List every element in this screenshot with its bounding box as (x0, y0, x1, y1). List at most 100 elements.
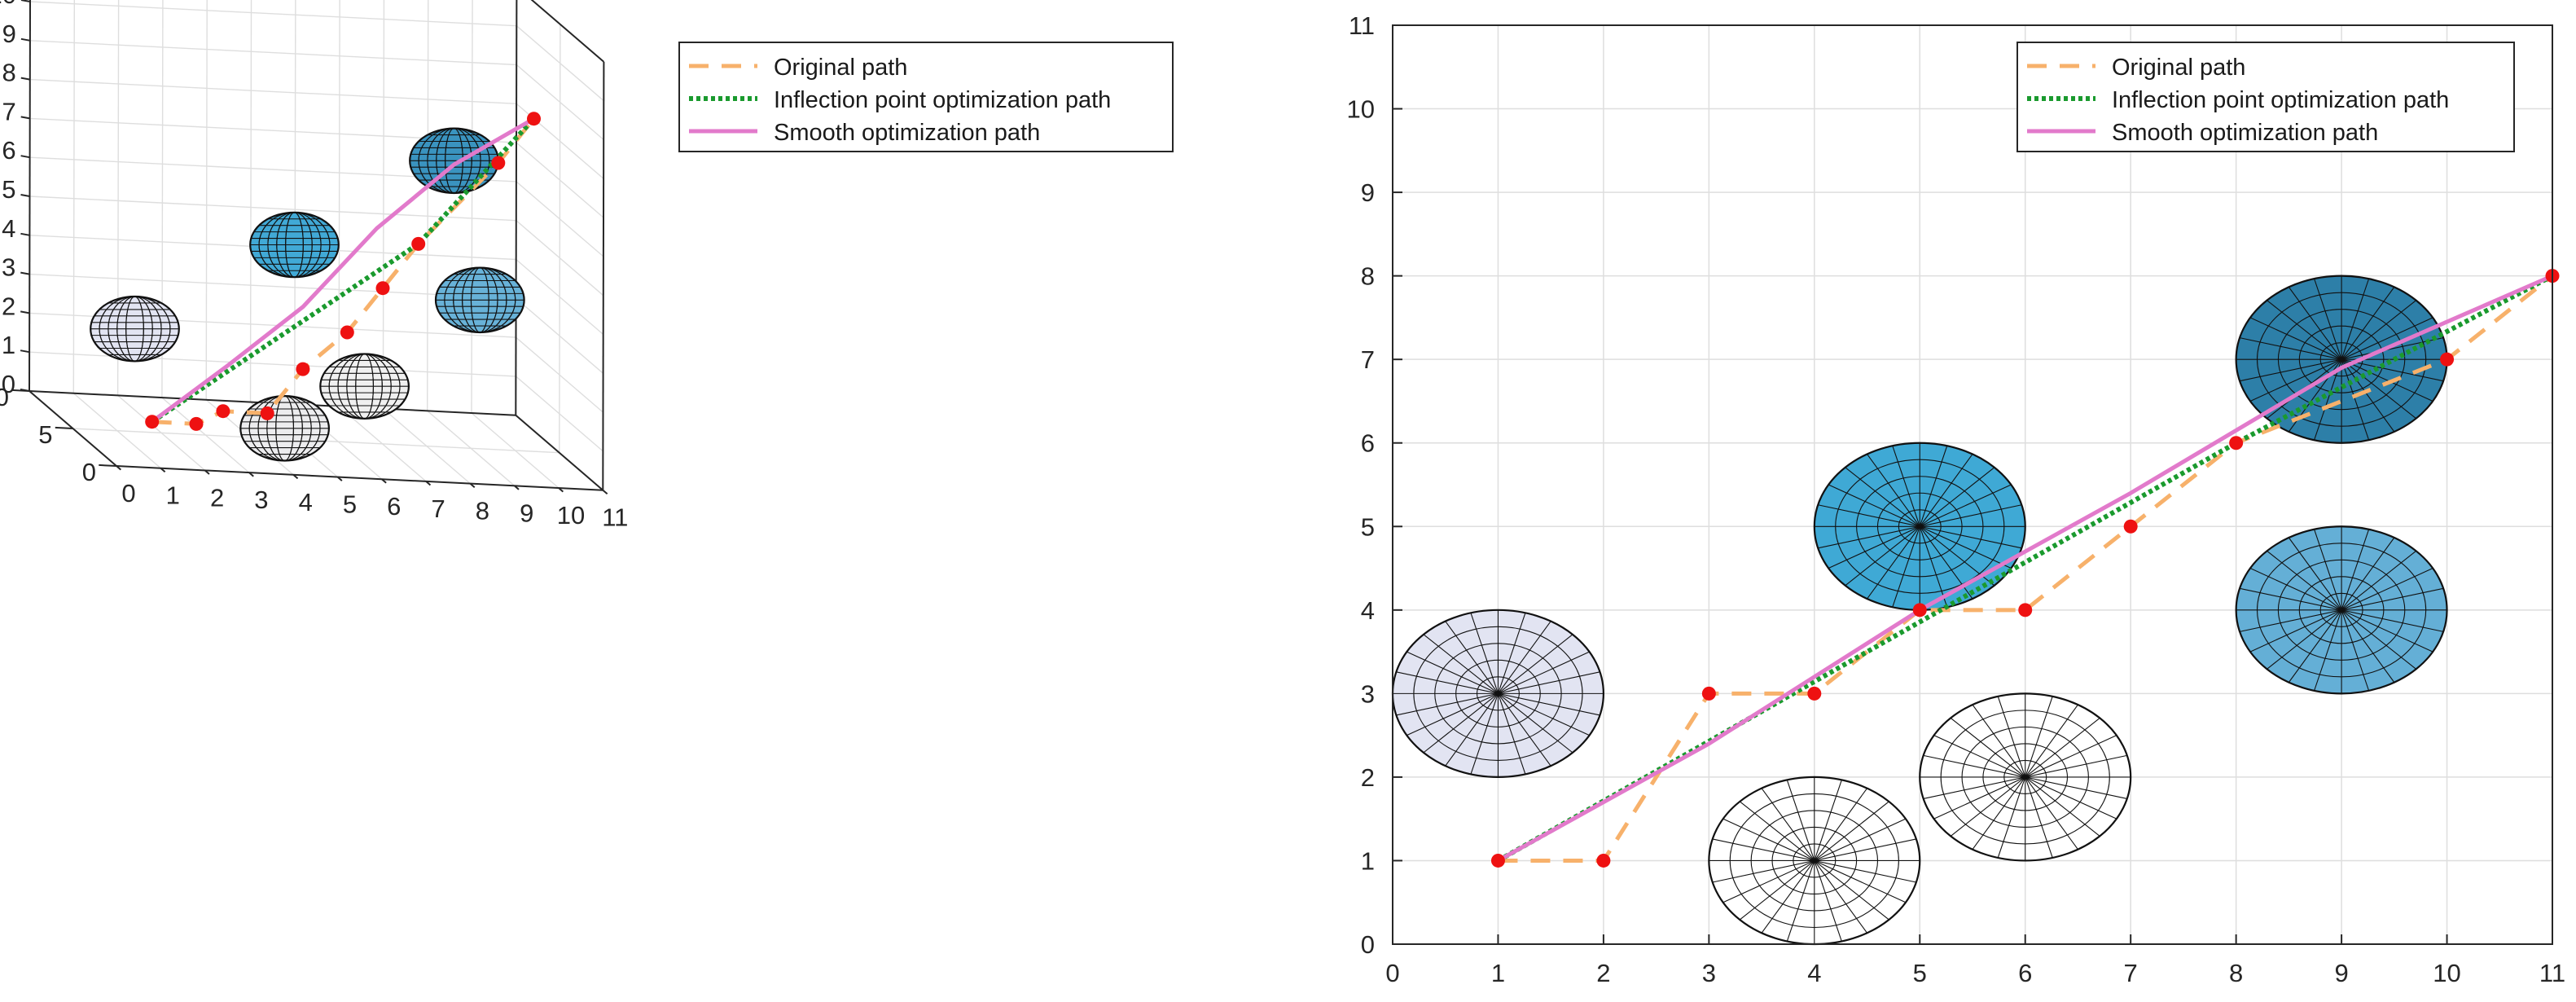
2d-series-smooth (1497, 274, 2553, 863)
3d-grid-back-z (29, 40, 517, 66)
2d-waypoint (1490, 853, 1505, 868)
2d-waypoint (1701, 686, 1716, 701)
3d-z-tick-label: 0 (2, 370, 15, 398)
3d-obstacle-mesh-meridian (248, 395, 321, 462)
3d-z-tick-label: 6 (2, 136, 15, 165)
2d-y-tick-label: 7 (1361, 345, 1375, 374)
3d-axis-edge (515, 414, 603, 491)
3d-y-tick-label: 5 (38, 420, 52, 449)
3d-grid-back-x (294, 0, 296, 405)
3d-grid-back-z (29, 1, 517, 27)
3d-legend-label-smooth: Smooth optimization path (774, 120, 1040, 146)
2d-legend-label-smooth: Smooth optimization path (2112, 120, 2378, 146)
3d-x-tick (558, 487, 564, 493)
3d-z-tick-label: 10 (0, 0, 16, 9)
3d-legend-label-inflection: Inflection point optimization path (774, 87, 1111, 113)
3d-z-tick (20, 194, 30, 197)
3d-waypoint (260, 406, 274, 420)
3d-y-tick-label: 0 (82, 458, 96, 486)
3d-x-tick-label: 6 (387, 492, 401, 521)
3d-x-tick (469, 482, 476, 488)
2d-x-tick-label: 10 (2433, 959, 2460, 987)
3d-x-tick-label: 11 (602, 503, 628, 532)
3d-axis-edge (116, 465, 603, 491)
3d-x-tick-label: 8 (476, 497, 489, 525)
3d-z-tick-label: 1 (2, 331, 15, 359)
2d-obstacle-mesh-spoke (1396, 671, 1600, 716)
3d-legend-label-original: Original path (774, 55, 907, 81)
3d-obstacle-mesh-meridian (418, 128, 490, 194)
3d-legend: Original path Inflection point optimizat… (678, 42, 1174, 152)
2d-legend: Original path Inflection point optimizat… (2016, 42, 2515, 152)
2d-legend-box (2016, 42, 2515, 152)
3d-obstacle-mesh-meridian (328, 353, 401, 420)
2d-x-tick-label: 5 (1913, 959, 1927, 987)
3d-z-tick (20, 310, 30, 314)
3d-obstacle-3 (319, 353, 410, 420)
2d-waypoint (2018, 603, 2033, 617)
3d-axis-edge (29, 0, 32, 392)
3d-obstacle-1 (90, 295, 180, 363)
3d-x-tick-label: 2 (210, 483, 224, 512)
3d-waypoint (216, 404, 230, 419)
2d-x-tick-label: 7 (2124, 959, 2138, 987)
3d-x-tick-label: 10 (557, 501, 585, 530)
2d-x-tick-label: 4 (1807, 959, 1821, 987)
3d-grid-back-x (205, 0, 208, 400)
3d-waypoint (340, 325, 354, 340)
2d-waypoint (2440, 352, 2455, 367)
3d-x-tick-label: 1 (166, 481, 180, 510)
2d-axes-frame (1392, 24, 2553, 945)
2d-x-tick-label: 11 (2539, 959, 2565, 987)
3d-obstacle-mesh-meridian (258, 212, 331, 278)
3d-grid-back-z (29, 78, 517, 104)
2d-obstacle-mesh-spoke (1712, 838, 1916, 883)
2d-legend-label-original: Original path (2112, 55, 2245, 81)
3d-z-tick (20, 155, 30, 159)
3d-axis-edge (530, 0, 605, 63)
3d-x-tick (602, 489, 608, 495)
2d-y-tick-label: 1 (1361, 846, 1375, 875)
2d-obstacle-2 (1708, 776, 1921, 946)
3d-x-tick (204, 469, 210, 475)
2d-x-tick-label: 0 (1385, 959, 1399, 987)
3d-z-tick-label: 7 (2, 97, 15, 125)
3d-x-tick-label: 9 (520, 499, 533, 527)
2d-waypoint (1596, 853, 1611, 868)
2d-x-tick-label: 8 (2229, 959, 2243, 987)
2d-y-tick-label: 0 (1361, 930, 1375, 959)
2d-obstacle-6 (2235, 275, 2448, 444)
3d-x-tick (116, 465, 122, 471)
3d-x-tick-label: 3 (254, 486, 268, 514)
3d-z-tick (20, 232, 30, 236)
3d-z-tick-label: 9 (2, 20, 16, 48)
3d-x-tick (160, 467, 166, 473)
2d-waypoint (2123, 519, 2138, 534)
3d-waypoint (411, 236, 426, 251)
3d-waypoint (189, 416, 204, 431)
3d-x-tick-labels: 0 1 2 3 4 5 6 7 8 9 10 11 (116, 465, 628, 532)
3d-obstacle-2 (239, 395, 331, 462)
3d-obstacle-mesh-meridian (99, 296, 171, 362)
3d-waypoint (375, 281, 390, 296)
2d-series (1496, 273, 2554, 864)
3d-legend-box (678, 42, 1174, 152)
3d-z-tick (20, 389, 30, 392)
3d-waypoint (296, 362, 310, 376)
2d-waypoint (1912, 603, 1927, 617)
2d-obstacle-mesh-spoke (1818, 504, 2022, 549)
3d-z-tick-label: 5 (2, 175, 15, 204)
3d-series-smooth (151, 116, 535, 424)
3d-z-tick (20, 271, 30, 275)
3d-x-tick (292, 474, 299, 480)
3d-waypoint (527, 112, 541, 126)
2d-y-tick-label: 3 (1361, 679, 1375, 708)
3d-z-tick-label: 8 (2, 59, 16, 87)
3d-x-tick-label: 4 (299, 488, 313, 516)
3d-obstacle-6 (409, 127, 499, 195)
2d-x-tick-label: 2 (1596, 959, 1610, 987)
3d-waypoints (145, 112, 541, 431)
2d-x-tick-label: 9 (2334, 959, 2348, 987)
